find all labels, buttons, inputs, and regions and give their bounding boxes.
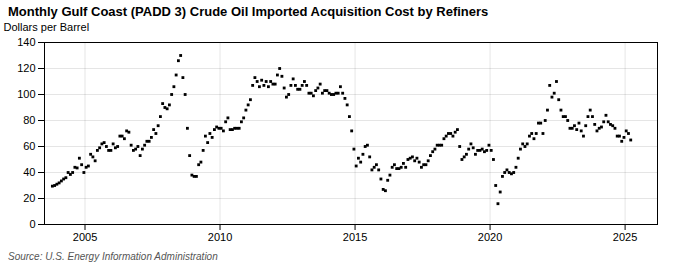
- svg-text:20: 20: [23, 192, 35, 204]
- svg-text:2005: 2005: [73, 231, 97, 243]
- svg-text:2015: 2015: [343, 231, 367, 243]
- svg-text:Dollars per Barrel: Dollars per Barrel: [4, 21, 90, 33]
- svg-text:60: 60: [23, 140, 35, 152]
- html-text:Source: U.S. Energy Informatio: Source: U.S. Energy Information Administ…: [8, 251, 218, 262]
- svg-text:2010: 2010: [208, 231, 232, 243]
- svg-text:80: 80: [23, 114, 35, 126]
- svg-text:40: 40: [23, 166, 35, 178]
- svg-text:140: 140: [17, 36, 35, 48]
- svg-text:2025: 2025: [613, 231, 637, 243]
- html-text:Monthly Gulf Coast (PADD 3) Cr: Monthly Gulf Coast (PADD 3) Crude Oil Im…: [8, 4, 489, 19]
- svg-text:120: 120: [17, 62, 35, 74]
- svg-text:2020: 2020: [478, 231, 502, 243]
- svg-text:0: 0: [29, 218, 35, 230]
- svg-text:100: 100: [17, 88, 35, 100]
